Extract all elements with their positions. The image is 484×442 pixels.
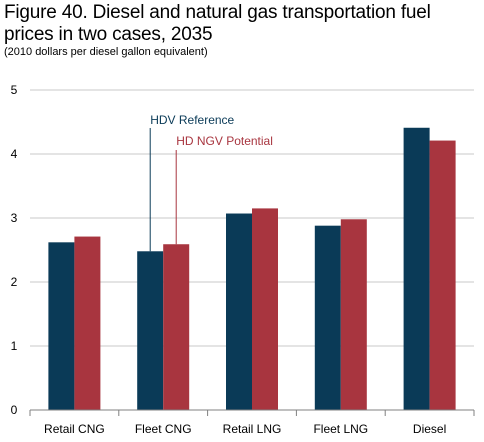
x-tick-label: Fleet CNG: [135, 422, 192, 436]
bar: [163, 244, 190, 410]
chart-title: Figure 40. Diesel and natural gas transp…: [4, 2, 431, 45]
series-label: HDV Reference: [150, 113, 234, 127]
y-tick-label: 0: [11, 403, 18, 417]
x-tick-label: Fleet LNG: [313, 422, 368, 436]
bar: [403, 127, 430, 410]
bar: [340, 219, 367, 410]
x-tick-label: Retail LNG: [223, 422, 282, 436]
y-tick-label: 4: [11, 147, 18, 161]
y-tick-label: 1: [11, 339, 18, 353]
bar: [314, 225, 341, 410]
bar: [226, 213, 252, 410]
chart-subtitle: (2010 dollars per diesel gallon equivale…: [4, 46, 208, 58]
x-tick-label: Diesel: [413, 422, 446, 436]
bar: [74, 236, 101, 410]
series-label: HD NGV Potential: [176, 134, 273, 148]
y-tick-label: 3: [11, 211, 18, 225]
bar: [137, 251, 164, 410]
bar: [48, 242, 75, 410]
bar: [429, 140, 456, 410]
y-tick-label: 2: [11, 275, 18, 289]
x-tick-label: Retail CNG: [44, 422, 105, 436]
y-tick-label: 5: [11, 83, 18, 97]
bar: [252, 208, 278, 410]
